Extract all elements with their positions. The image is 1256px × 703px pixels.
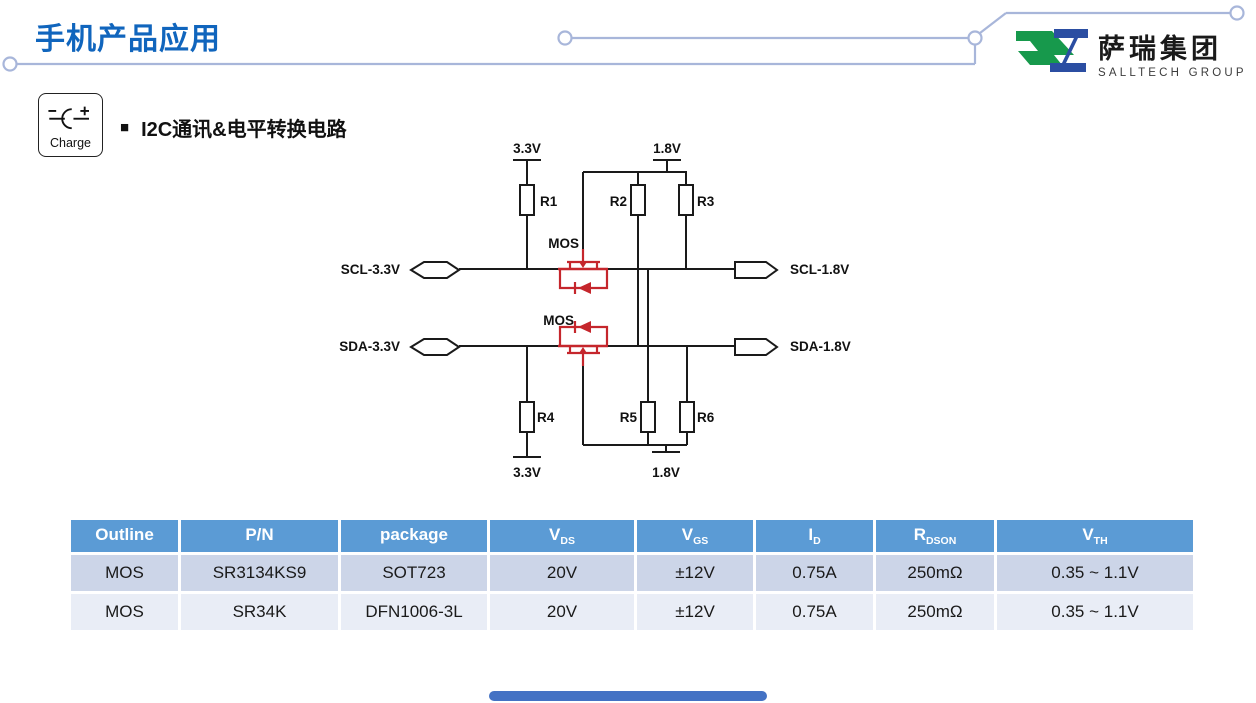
rail-label-33-bottom: 3.3V [513, 465, 541, 480]
company-logo: 萨瑞集团 SALLTECH GROUP [1014, 24, 1244, 82]
battery-charge-icon [48, 106, 89, 130]
table-cell: 250mΩ [876, 594, 994, 630]
table-cell: MOS [71, 555, 178, 591]
resistor-label-r3: R3 [697, 194, 715, 209]
mos-spec-table: Outline P/N package VDS VGS ID RDSON VTH… [68, 517, 1196, 633]
sda-18-port-icon [734, 338, 779, 356]
table-cell: MOS [71, 594, 178, 630]
sda-33-port-icon [409, 338, 461, 356]
table-cell: SR3134KS9 [181, 555, 338, 591]
rail-label-33-top: 3.3V [513, 141, 541, 156]
rail-label-18-top: 1.8V [653, 141, 681, 156]
table-cell: ±12V [637, 555, 753, 591]
table-cell: 0.35 ~ 1.1V [997, 555, 1193, 591]
scl-33-port-icon [409, 261, 461, 279]
salltech-logo-icon [1016, 29, 1088, 72]
section-header: ■ I2C通讯&电平转换电路 [120, 113, 347, 142]
logo-name-en: SALLTECH GROUP [1098, 67, 1247, 79]
table-cell: SOT723 [341, 555, 487, 591]
charge-icon-box: Charge [38, 93, 103, 157]
table-cell: 20V [490, 555, 634, 591]
bullet-square-icon: ■ [120, 119, 130, 136]
charge-label: Charge [50, 136, 91, 150]
decorative-circuit-lines [2, 5, 1245, 72]
header-cell-vth: VTH [997, 520, 1193, 552]
rail-label-18-bottom: 1.8V [652, 465, 680, 480]
scl-33-label: SCL-3.3V [341, 262, 400, 277]
resistor-label-r1: R1 [540, 194, 558, 209]
table-cell: 250mΩ [876, 555, 994, 591]
resistor-label-r4: R4 [537, 410, 555, 425]
header-cell-pn: P/N [181, 520, 338, 552]
table-cell: 20V [490, 594, 634, 630]
header-cell-package: package [341, 520, 487, 552]
table-row: MOS SR34K DFN1006-3L 20V ±12V 0.75A 250m… [71, 594, 1193, 630]
sda-18-label: SDA-1.8V [790, 339, 851, 354]
mosfet-sda-symbol [558, 321, 609, 366]
sda-33-label: SDA-3.3V [339, 339, 400, 354]
scl-18-port-icon [734, 261, 779, 279]
mosfet-scl-symbol [558, 249, 609, 294]
page-title: 手机产品应用 [35, 23, 221, 56]
header-cell-vgs: VGS [637, 520, 753, 552]
resistor-bodies [519, 184, 695, 433]
table-row: MOS SR3134KS9 SOT723 20V ±12V 0.75A 250m… [71, 555, 1193, 591]
header-cell-id: ID [756, 520, 873, 552]
resistor-label-r2: R2 [610, 194, 627, 209]
resistor-label-r5: R5 [620, 410, 638, 425]
mos-label-scl: MOS [548, 236, 579, 251]
section-title: I2C通讯&电平转换电路 [141, 119, 347, 141]
scl-18-label: SCL-1.8V [790, 262, 849, 277]
table-cell: 0.75A [756, 555, 873, 591]
table-cell: 0.75A [756, 594, 873, 630]
table-cell: ±12V [637, 594, 753, 630]
header-cell-outline: Outline [71, 520, 178, 552]
table-cell: DFN1006-3L [341, 594, 487, 630]
header-cell-rdson: RDSON [876, 520, 994, 552]
table-header-row: Outline P/N package VDS VGS ID RDSON VTH [71, 520, 1193, 552]
table-cell: SR34K [181, 594, 338, 630]
logo-name-cn: 萨瑞集团 [1098, 34, 1222, 64]
header-cell-vds: VDS [490, 520, 634, 552]
resistor-label-r6: R6 [697, 410, 715, 425]
mos-label-sda: MOS [543, 313, 574, 328]
footer-accent-bar [489, 691, 767, 701]
table-cell: 0.35 ~ 1.1V [997, 594, 1193, 630]
port-connectors [409, 261, 779, 356]
level-shifter-circuit-diagram: 3.3V 1.8V R1 R2 R3 MOS MOS SCL-3.3V SCL-… [339, 141, 851, 480]
